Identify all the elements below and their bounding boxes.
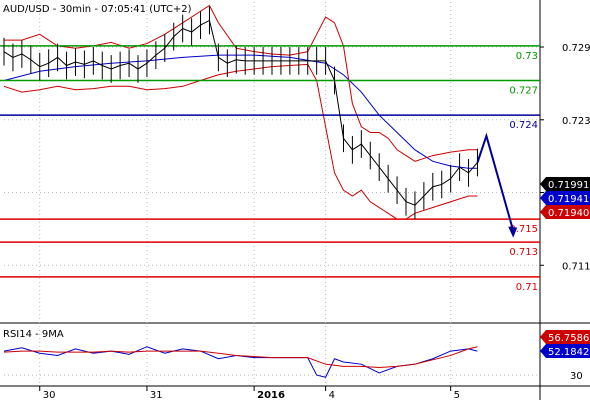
x-tick-label: 30 <box>43 390 56 400</box>
rsi-label: RSI14 - 9MA <box>3 329 64 340</box>
level-label: 0.71 <box>516 282 538 293</box>
rsi-badge <box>540 330 590 344</box>
x-tick-label: 31 <box>150 390 163 400</box>
level-label: 0.715 <box>509 224 538 235</box>
level-label: 0.724 <box>509 120 538 131</box>
price-badge <box>540 205 590 219</box>
tick-label: 0.7236 <box>562 116 590 127</box>
price-badge-label: 0.71940 <box>548 208 589 219</box>
rsi-badge <box>540 344 590 358</box>
level-label: 0.713 <box>509 247 538 258</box>
x-tick-label: 5 <box>454 390 460 400</box>
rsi-badge-label: 56.7586 <box>548 333 589 344</box>
rsi-panel: 30 56.7586 52.1842 <box>3 330 590 382</box>
price-series <box>3 6 478 220</box>
arrow-head <box>508 226 518 238</box>
price-badge <box>540 191 590 205</box>
tick-label: 0.7299 <box>562 43 590 54</box>
projection-line <box>476 132 515 231</box>
x-tick-label: 4 <box>329 390 335 400</box>
price-badge-label: 0.71941 <box>548 194 589 205</box>
rsi-tick-label: 30 <box>570 371 583 382</box>
level-label: 0.73 <box>516 51 538 62</box>
chart-title: AUD/USD - 30min - 07:05:41 (UTC+2) <box>3 4 192 15</box>
level-lines: 0.73 0.727 0.724 0.715 0.713 0.71 <box>0 45 540 293</box>
series-price <box>3 19 478 206</box>
price-badge-label: 0.71991 <box>548 180 589 191</box>
level-label: 0.727 <box>509 86 538 97</box>
rsi-badge-label: 52.1842 <box>548 347 589 358</box>
x-tick-label: 2016 <box>257 390 285 400</box>
price-badge <box>540 177 590 191</box>
time-axis: 30 31 2016 4 5 <box>39 386 460 400</box>
series-rsi-ma <box>3 346 478 368</box>
price-badges: 0.71991 0.71941 0.71940 <box>540 177 590 219</box>
projection-arrow <box>476 132 518 238</box>
